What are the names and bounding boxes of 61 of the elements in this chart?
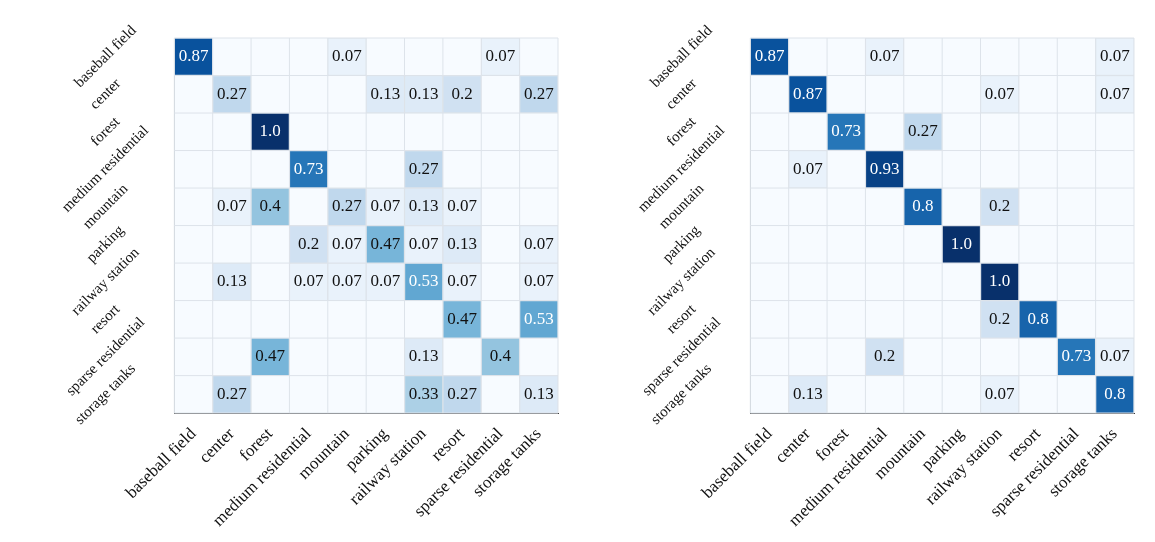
data-label: 0.2 (989, 196, 1011, 216)
data-label: 0.27 (447, 383, 478, 403)
data-label: 0.8 (1104, 383, 1126, 403)
data-label: 0.07 (332, 46, 363, 66)
data-label: 0.07 (869, 46, 900, 66)
data-label: 0.07 (332, 271, 363, 291)
data-label: 1.0 (950, 233, 972, 253)
data-label: 0.13 (370, 83, 401, 103)
data-label: 0.07 (217, 196, 248, 216)
data-label: 0.87 (793, 83, 824, 103)
data-label: 0.07 (984, 383, 1016, 403)
data-label: 0.73 (831, 121, 862, 141)
data-label: 0.07 (408, 233, 440, 253)
data-label: 0.13 (408, 346, 439, 366)
data-label: 0.07 (332, 233, 363, 253)
data-label: 0.13 (447, 233, 477, 253)
data-label: 0.2 (451, 83, 473, 103)
data-label: 0.07 (447, 271, 478, 291)
data-label: 0.13 (408, 196, 439, 216)
data-label: 0.73 (293, 158, 324, 178)
data-label: 0.8 (912, 196, 934, 216)
data-label: 0.07 (293, 271, 324, 291)
data-label: 0.07 (523, 271, 555, 291)
data-label: 0.53 (408, 271, 439, 291)
data-label: 0.8 (1027, 308, 1049, 328)
data-label: 0.2 (873, 346, 896, 366)
data-label: 0.33 (408, 383, 439, 403)
data-label: 0.13 (523, 383, 554, 403)
data-label: 0.07 (485, 46, 516, 66)
data-label: 0.27 (408, 158, 440, 178)
data-label: 0.93 (869, 158, 900, 178)
data-label: 0.13 (217, 271, 247, 291)
data-label: 0.27 (523, 83, 555, 103)
data-label: 0.87 (754, 46, 785, 66)
data-label: 0.47 (255, 346, 286, 366)
data-label: 0.4 (259, 196, 282, 216)
data-label: 0.73 (1061, 346, 1092, 366)
data-label: 0.27 (908, 121, 939, 141)
data-label: 0.53 (523, 308, 554, 328)
data-label: 0.27 (217, 83, 248, 103)
data-label: 0.27 (217, 383, 248, 403)
data-label: 0.2 (989, 308, 1011, 328)
data-label: 0.13 (408, 83, 439, 103)
data-label: 0.07 (984, 83, 1016, 103)
data-label: 0.27 (332, 196, 363, 216)
data-label: 0.87 (178, 46, 209, 66)
data-label: 0.07 (793, 158, 824, 178)
data-label: 0.07 (370, 196, 401, 216)
data-label: 0.07 (523, 233, 555, 253)
data-label: 1.0 (259, 121, 281, 141)
data-label: 0.07 (1099, 346, 1131, 366)
data-label: 0.07 (370, 271, 401, 291)
data-label: 0.07 (1099, 46, 1131, 66)
data-label: 0.47 (447, 308, 478, 328)
data-label: 0.07 (447, 196, 478, 216)
data-label: 0.47 (370, 233, 401, 253)
data-label: 0.07 (1099, 83, 1131, 103)
data-label: 0.2 (297, 233, 320, 253)
data-label: 0.4 (489, 346, 512, 366)
data-label: 0.13 (793, 383, 823, 403)
data-label: 1.0 (989, 271, 1011, 291)
